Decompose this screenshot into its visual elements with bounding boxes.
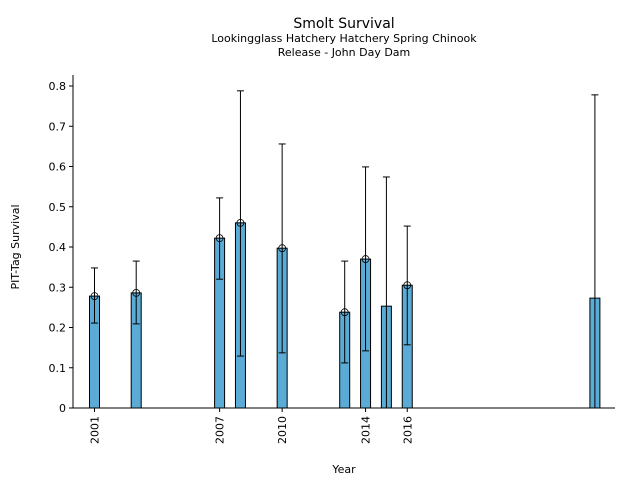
y-tick-label: 0.7	[49, 120, 67, 133]
x-tick-label: 2007	[214, 416, 227, 444]
y-tick-label: 0.6	[49, 161, 67, 174]
y-tick-label: 0	[59, 402, 66, 415]
bar-2015	[380, 176, 392, 409]
y-tick-label: 0.2	[49, 322, 67, 335]
y-axis-label: PIT-Tag Survival	[9, 204, 22, 289]
bar-2010	[276, 143, 288, 409]
bar-2008	[234, 90, 246, 409]
bar-2016	[401, 225, 413, 409]
x-tick-label: 2014	[360, 416, 373, 444]
bar-2025	[589, 94, 601, 409]
y-tick-label: 0.1	[49, 362, 67, 375]
chart-subtitle-line2: Release - John Day Dam	[278, 46, 411, 59]
y-tick-label: 0.5	[49, 201, 67, 214]
y-tick-label: 0.8	[49, 80, 67, 93]
chart-title: Smolt Survival	[293, 16, 394, 32]
bar-2013	[339, 260, 351, 409]
bar-2003	[130, 260, 142, 409]
x-axis-label: Year	[331, 463, 356, 476]
y-tick-label: 0.4	[49, 241, 67, 254]
y-tick-label: 0.3	[49, 281, 67, 294]
x-tick-label: 2001	[89, 416, 102, 444]
x-tick-label: 2010	[276, 416, 289, 444]
bars-group	[89, 90, 601, 409]
x-tick-label: 2016	[401, 416, 414, 444]
bar-2001	[89, 267, 100, 409]
bar-2007	[214, 197, 226, 409]
axes-group: 0 0.1 0.2 0.3 0.4 0.5 0.6 0.7 0.8 2001 2007 2010 201…	[49, 75, 615, 444]
bar-2014	[360, 166, 372, 409]
chart-subtitle-line1: Lookingglass Hatchery Hatchery Spring Ch…	[211, 32, 477, 45]
